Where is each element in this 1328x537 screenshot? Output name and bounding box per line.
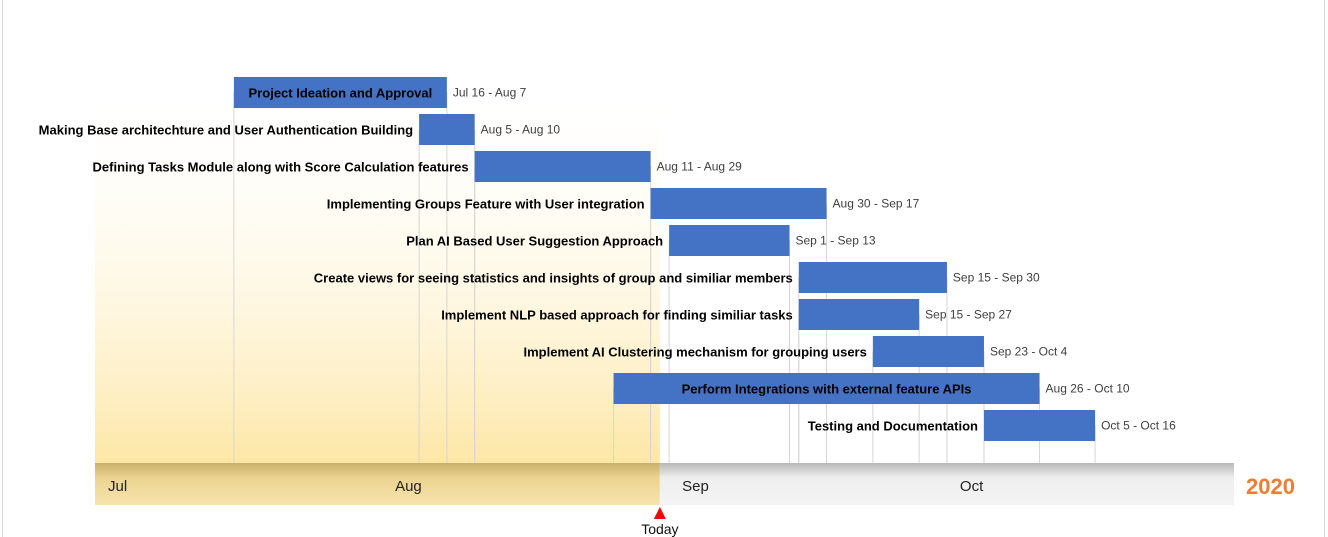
- task-date-label: Sep 1 - Sep 13: [796, 234, 876, 248]
- today-marker: Today: [641, 507, 679, 537]
- task-bar: [798, 262, 947, 293]
- task-name-label: Making Base architechture and User Authe…: [39, 123, 413, 138]
- task-date-label: Aug 26 - Oct 10: [1046, 382, 1130, 396]
- task-date-label: Sep 23 - Oct 4: [990, 345, 1068, 359]
- year-label: 2020: [1246, 474, 1295, 499]
- task-date-label: Aug 5 - Aug 10: [481, 123, 561, 137]
- elapsed-band: [95, 77, 660, 463]
- task-bar: [872, 336, 984, 367]
- month-label: Aug: [395, 478, 422, 495]
- task-bars: [233, 77, 1096, 441]
- task-name-label: Create views for seeing statistics and i…: [314, 271, 793, 286]
- today-triangle-icon: [653, 507, 666, 519]
- task-bar: [233, 77, 447, 108]
- elapsed-region: [95, 77, 660, 463]
- task-name-label: Defining Tasks Module along with Score C…: [93, 160, 469, 175]
- axis-future-segment: [659, 463, 1234, 505]
- task-name-label: Implement NLP based approach for finding…: [441, 308, 793, 323]
- task-bar: [613, 373, 1040, 404]
- task-name-label: Plan AI Based User Suggestion Approach: [406, 234, 663, 249]
- task-bar: [419, 114, 475, 145]
- task-guide-lines: [233, 92, 1096, 463]
- timeline-axis: Jul Aug Sep Oct 2020: [95, 463, 1295, 505]
- month-label: Sep: [682, 478, 709, 495]
- task-date-label: Aug 11 - Aug 29: [657, 160, 743, 174]
- task-bar: [669, 225, 790, 256]
- month-label: Jul: [108, 478, 127, 495]
- task-bar: [650, 188, 827, 219]
- task-bar: [983, 410, 1096, 441]
- today-label: Today: [641, 521, 678, 537]
- task-name-label: Project Ideation and Approval: [249, 86, 433, 101]
- task-name-label: Implementing Groups Feature with User in…: [327, 197, 645, 212]
- task-bar: [798, 299, 920, 330]
- task-name-label: Perform Integrations with external featu…: [682, 382, 972, 397]
- task-date-label: Oct 5 - Oct 16: [1101, 419, 1176, 433]
- axis-elapsed-segment: [95, 463, 660, 505]
- task-date-label: Sep 15 - Sep 27: [925, 308, 1012, 322]
- task-labels: Project Ideation and Approval Jul 16 - Au…: [39, 86, 1176, 434]
- task-name-label: Testing and Documentation: [808, 419, 978, 434]
- month-label: Oct: [960, 478, 984, 495]
- task-date-label: Jul 16 - Aug 7: [453, 86, 527, 100]
- task-bar: [474, 151, 651, 182]
- task-date-label: Sep 15 - Sep 30: [953, 271, 1040, 285]
- task-name-label: Implement AI Clustering mechanism for gr…: [523, 345, 866, 360]
- gantt-chart: Jul Aug Sep Oct 2020 Project Ideation and Ap…: [39, 77, 1295, 537]
- task-date-label: Aug 30 - Sep 17: [833, 197, 920, 211]
